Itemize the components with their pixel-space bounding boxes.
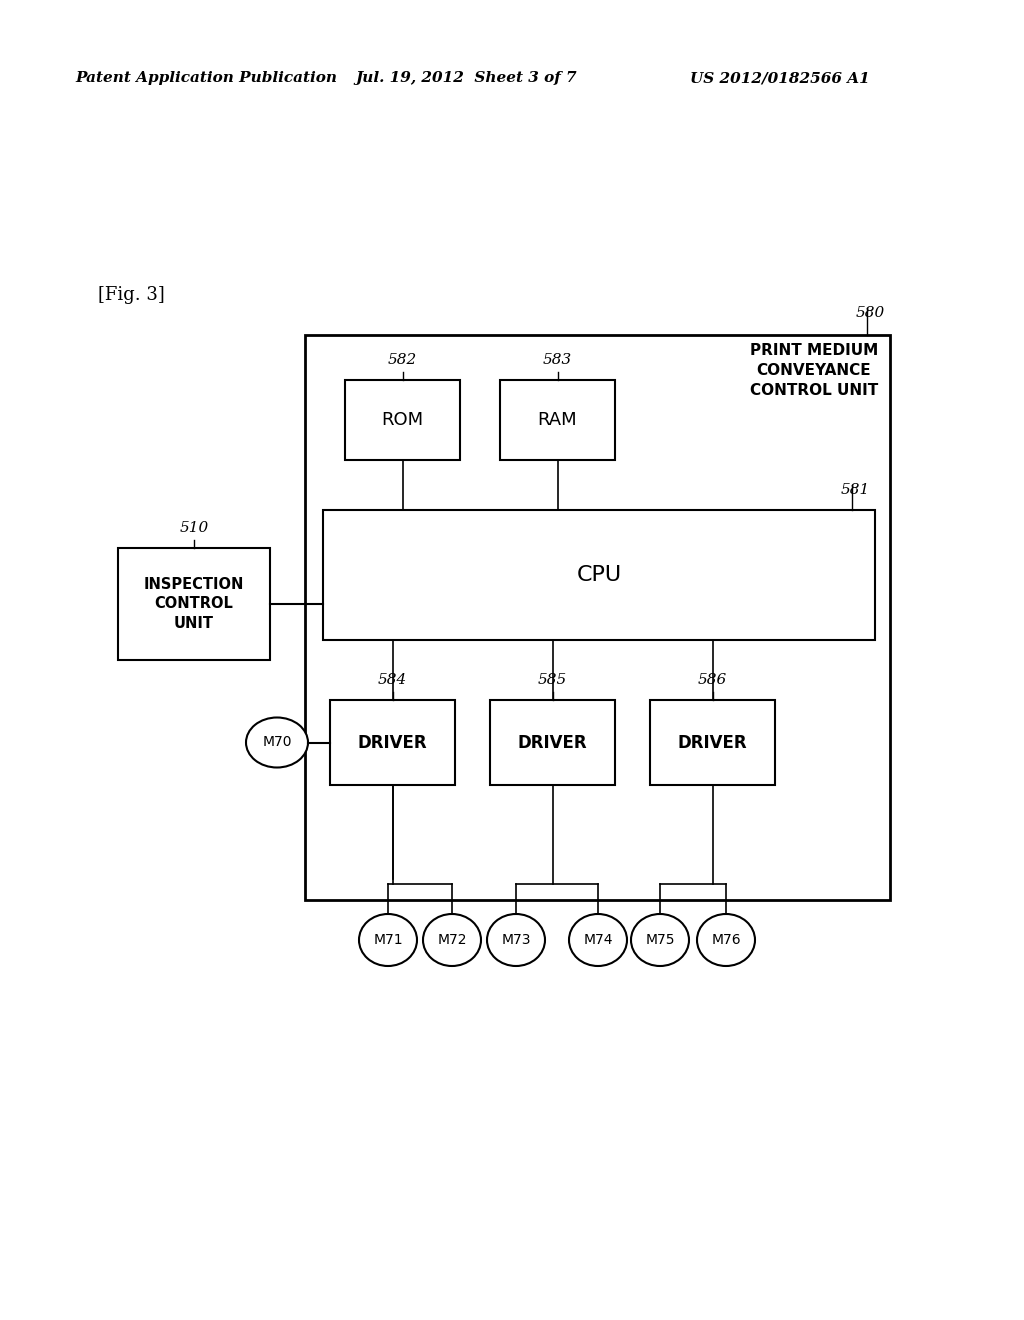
Bar bbox=[330, 700, 455, 785]
Text: 583: 583 bbox=[543, 352, 572, 367]
Ellipse shape bbox=[359, 913, 417, 966]
Text: 584: 584 bbox=[378, 673, 408, 686]
Ellipse shape bbox=[631, 913, 689, 966]
Text: INSPECTION
CONTROL
UNIT: INSPECTION CONTROL UNIT bbox=[143, 577, 244, 631]
Text: DRIVER: DRIVER bbox=[678, 734, 748, 751]
Bar bbox=[650, 700, 775, 785]
Text: M75: M75 bbox=[645, 933, 675, 946]
Ellipse shape bbox=[697, 913, 755, 966]
Text: CPU: CPU bbox=[577, 565, 622, 585]
Text: 585: 585 bbox=[538, 673, 567, 686]
Text: M74: M74 bbox=[584, 933, 612, 946]
Text: Jul. 19, 2012  Sheet 3 of 7: Jul. 19, 2012 Sheet 3 of 7 bbox=[355, 71, 577, 84]
Bar bbox=[118, 548, 270, 660]
Text: ROM: ROM bbox=[381, 411, 424, 429]
Ellipse shape bbox=[487, 913, 545, 966]
Bar bbox=[305, 335, 890, 900]
Ellipse shape bbox=[246, 718, 308, 767]
Text: 586: 586 bbox=[698, 673, 727, 686]
Text: M71: M71 bbox=[373, 933, 402, 946]
Text: PRINT MEDIUM
CONVEYANCE
CONTROL UNIT: PRINT MEDIUM CONVEYANCE CONTROL UNIT bbox=[750, 343, 878, 397]
Text: M76: M76 bbox=[712, 933, 740, 946]
Text: M72: M72 bbox=[437, 933, 467, 946]
Bar bbox=[500, 380, 615, 459]
Text: US 2012/0182566 A1: US 2012/0182566 A1 bbox=[690, 71, 869, 84]
Text: DRIVER: DRIVER bbox=[518, 734, 588, 751]
Bar bbox=[345, 380, 460, 459]
Text: M73: M73 bbox=[502, 933, 530, 946]
Text: M70: M70 bbox=[262, 735, 292, 750]
Text: DRIVER: DRIVER bbox=[357, 734, 427, 751]
Text: RAM: RAM bbox=[538, 411, 578, 429]
Text: Patent Application Publication: Patent Application Publication bbox=[75, 71, 337, 84]
Text: [Fig. 3]: [Fig. 3] bbox=[98, 286, 165, 304]
Text: 580: 580 bbox=[856, 306, 885, 319]
Ellipse shape bbox=[423, 913, 481, 966]
Ellipse shape bbox=[569, 913, 627, 966]
Bar bbox=[490, 700, 615, 785]
Text: 510: 510 bbox=[179, 521, 209, 535]
Bar bbox=[323, 510, 874, 640]
Text: 581: 581 bbox=[841, 483, 870, 498]
Text: 582: 582 bbox=[388, 352, 417, 367]
